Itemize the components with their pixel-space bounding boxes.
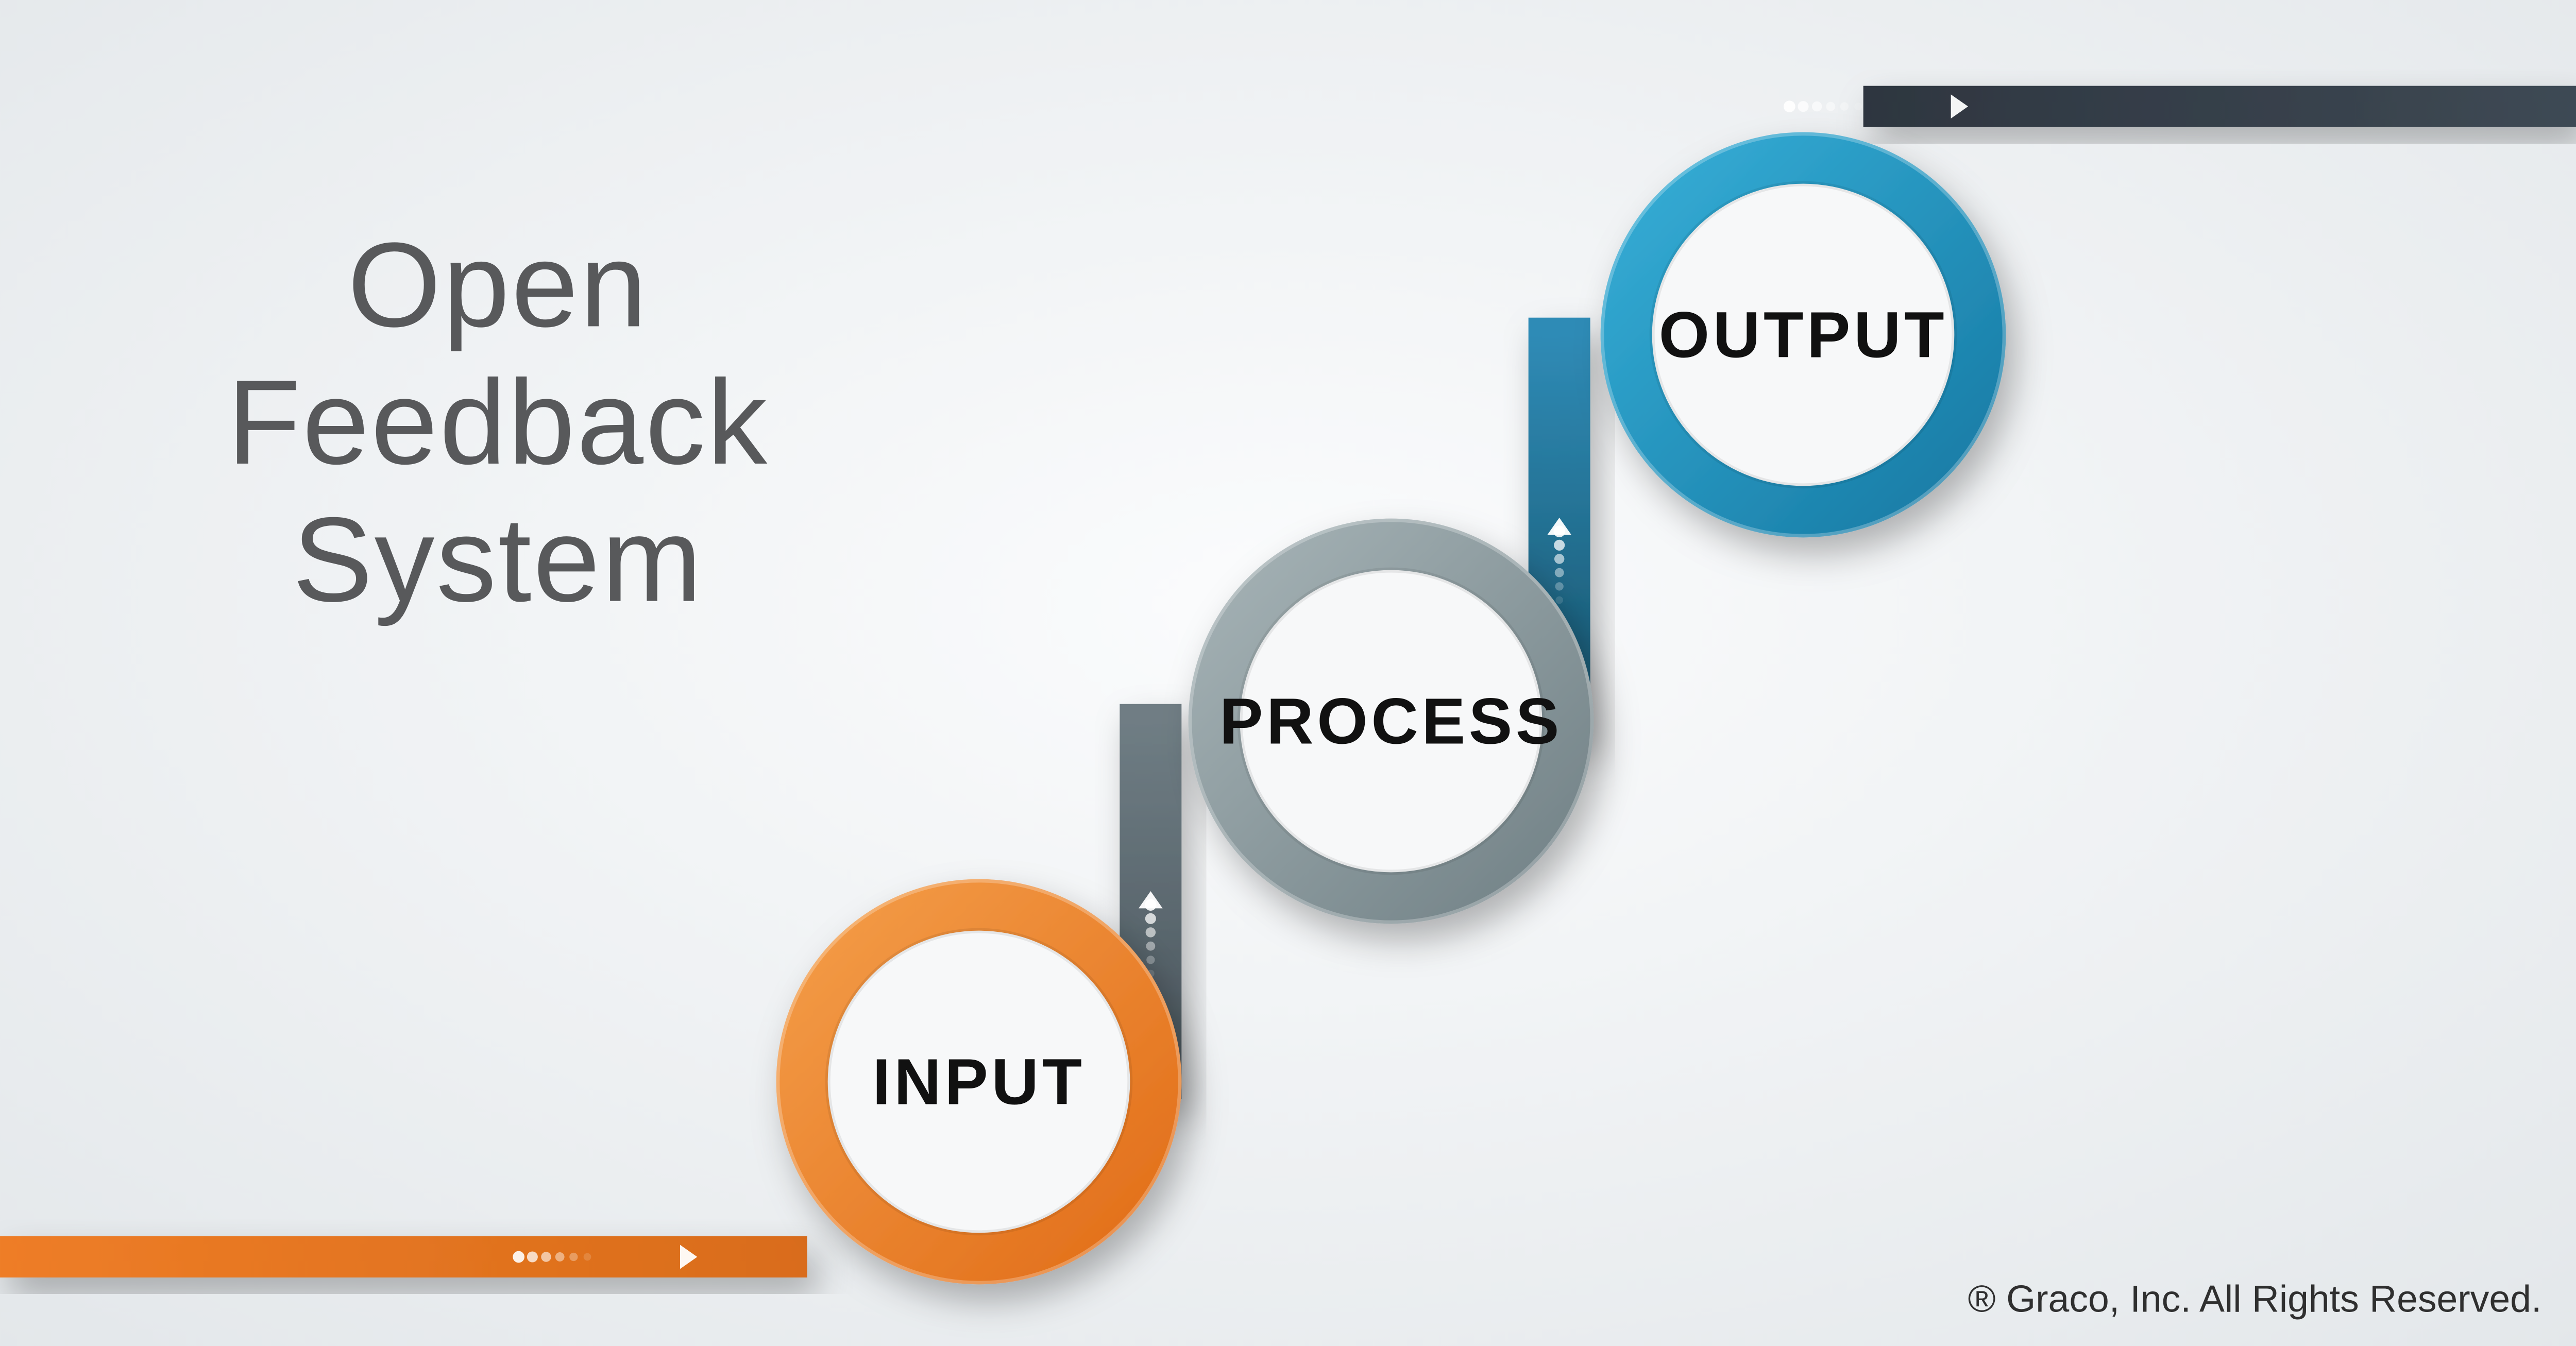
- node-process: PROCESS: [1189, 519, 1594, 924]
- open-feedback-system-diagram: Open Feedback System INPUTPROCESSOUTPUT …: [0, 0, 2576, 1346]
- output-bar: [1863, 86, 2576, 127]
- node-input: INPUT: [776, 879, 1182, 1285]
- copyright-text: ® Graco, Inc. All Rights Reserved.: [1968, 1278, 2542, 1320]
- node-label-output: OUTPUT: [1659, 298, 1948, 371]
- node-label-process: PROCESS: [1219, 684, 1563, 757]
- node-label-input: INPUT: [872, 1045, 1085, 1118]
- title-line-2: Feedback: [227, 355, 769, 489]
- title-line-1: Open: [348, 218, 649, 352]
- node-output: OUTPUT: [1601, 132, 2006, 538]
- title-line-3: System: [293, 493, 704, 627]
